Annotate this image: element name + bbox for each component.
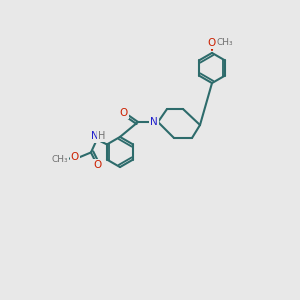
Text: O: O: [120, 108, 128, 118]
Text: O: O: [71, 152, 79, 163]
Text: H: H: [98, 131, 106, 142]
Text: O: O: [94, 160, 102, 170]
Text: O: O: [208, 38, 216, 48]
Text: CH₃: CH₃: [52, 155, 68, 164]
Text: CH₃: CH₃: [217, 38, 233, 47]
Text: N: N: [150, 117, 158, 127]
Text: N: N: [91, 131, 99, 142]
